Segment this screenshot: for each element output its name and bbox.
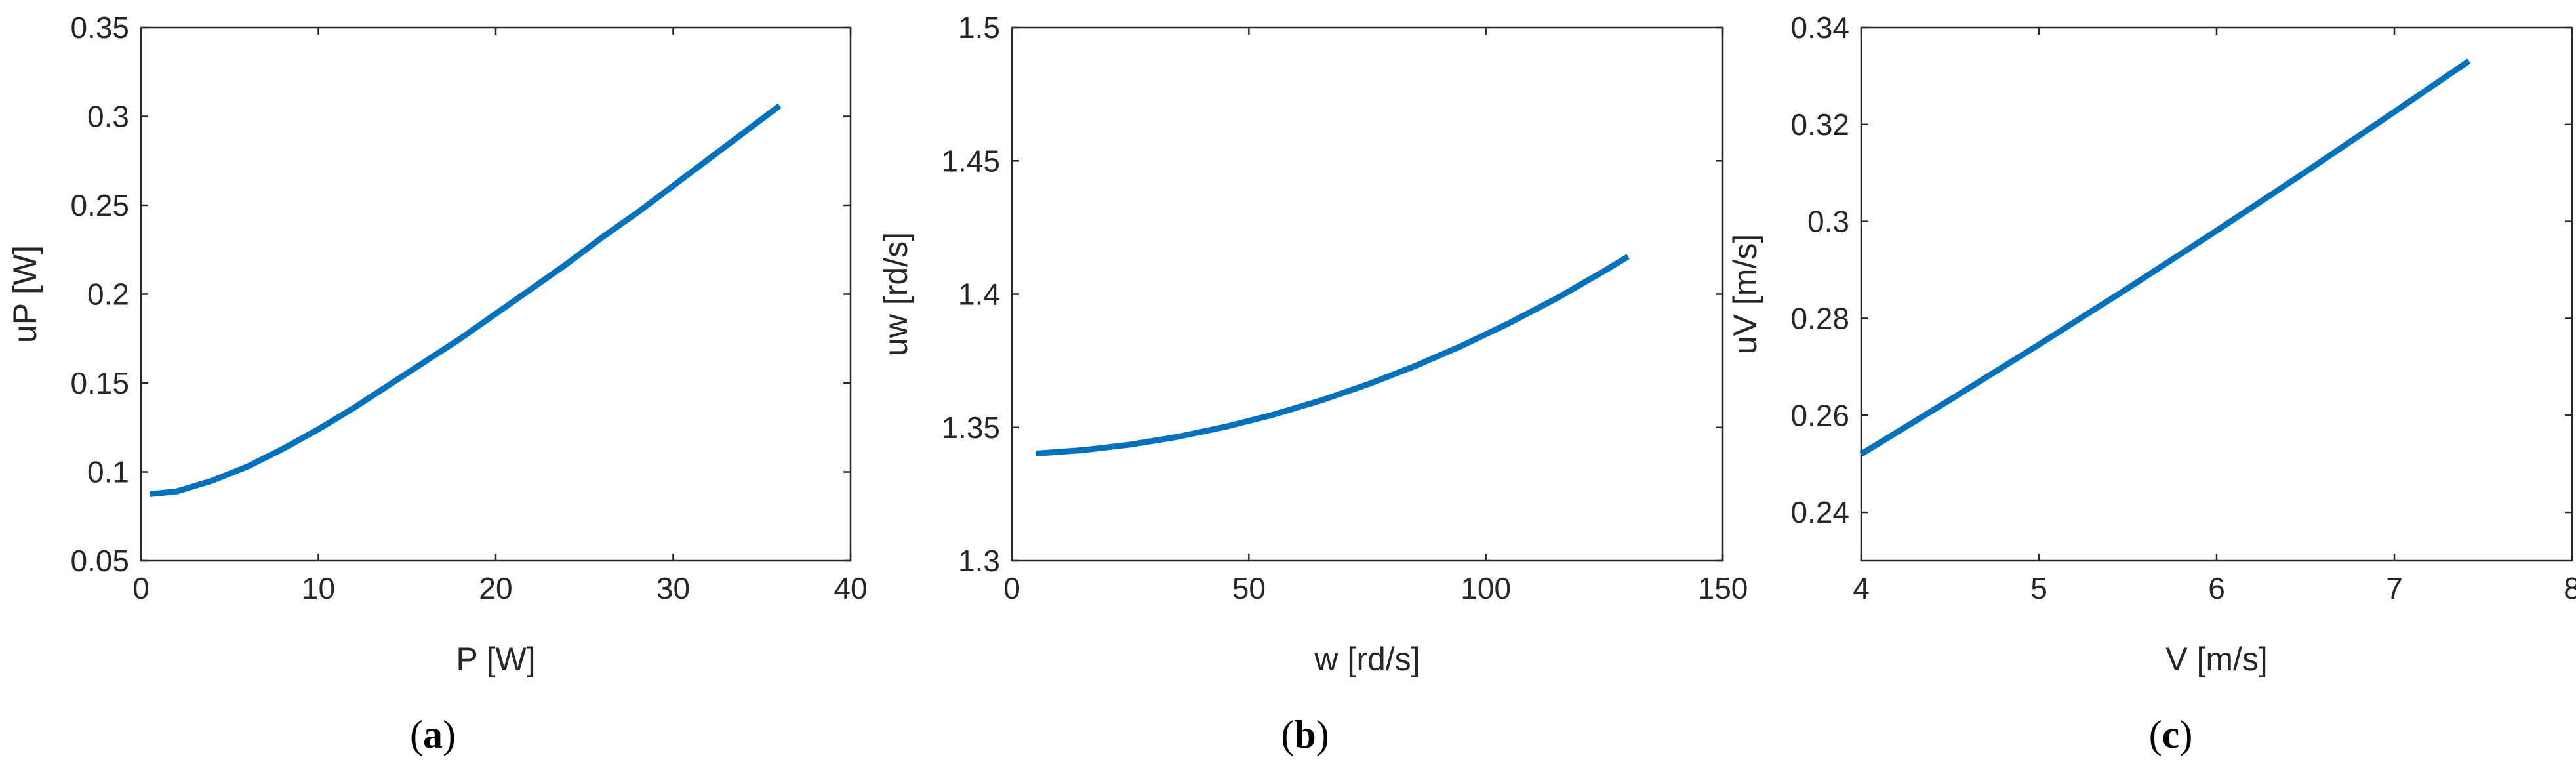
series-line-a — [150, 103, 782, 497]
y-axis-label-b: uw [rd/s] — [877, 232, 914, 356]
x-tick-label-a: 0 — [132, 571, 150, 605]
y-tick-label-b: 1.5 — [958, 10, 1000, 45]
x-axis-label-b: w [rd/s] — [1314, 641, 1420, 677]
x-tick-label-a: 40 — [834, 571, 867, 605]
y-tick-label-c: 0.34 — [1790, 10, 1849, 45]
y-tick-label-c: 0.24 — [1790, 495, 1849, 529]
y-tick-label-b: 1.45 — [941, 144, 1000, 178]
x-tick-label-b: 50 — [1232, 571, 1266, 605]
y-tick-label-c: 0.28 — [1790, 301, 1849, 335]
x-tick-label-c: 5 — [2030, 571, 2047, 605]
y-tick-label-a: 0.25 — [70, 188, 129, 222]
chart-panel-a: 0 10 20 30 40 0.05 0.1 0.15 0.2 0.25 0.3 0.35 P [W] u… — [7, 10, 868, 756]
series-line-c — [1859, 58, 2471, 457]
x-tick-label-a: 10 — [302, 571, 335, 605]
x-tick-label-b: 150 — [1698, 571, 1748, 605]
x-tick-label-b: 100 — [1460, 571, 1511, 605]
x-tick-label-c: 7 — [2386, 571, 2403, 605]
panel-caption-a: (a) — [410, 713, 456, 756]
x-tick-label-a: 30 — [656, 571, 690, 605]
y-tick-label-a: 0.1 — [87, 455, 129, 489]
y-axis-label-a: uP [W] — [7, 245, 43, 343]
y-tick-label-a: 0.3 — [87, 100, 129, 134]
y-tick-label-c: 0.26 — [1790, 398, 1849, 432]
chart-panel-b: 0 50 100 150 1.3 1.35 1.4 1.45 1.5 w [rd/s] uw [rd… — [877, 10, 1748, 756]
axes-frame-b — [1011, 26, 1724, 562]
x-tick-label-c: 8 — [2564, 571, 2576, 605]
x-tick-label-c: 6 — [2208, 571, 2225, 605]
y-tick-label-a: 0.15 — [70, 366, 129, 400]
panel-caption-c: (c) — [2149, 713, 2193, 756]
axes-frame-a — [140, 26, 852, 562]
series-line-b — [1035, 254, 1630, 457]
y-tick-label-b: 1.4 — [958, 277, 1000, 312]
y-tick-label-c: 0.3 — [1807, 205, 1849, 239]
y-tick-label-b: 1.3 — [958, 544, 1000, 578]
x-axis-label-c: V [m/s] — [2165, 641, 2268, 677]
y-tick-label-a: 0.05 — [70, 544, 129, 578]
y-tick-label-a: 0.35 — [70, 10, 129, 45]
chart-panel-c: 4 5 6 7 8 0.24 0.26 0.28 0.3 0.32 0.34 V [m/s] uV [m… — [1727, 10, 2576, 756]
y-tick-label-b: 1.35 — [941, 411, 1000, 445]
x-tick-label-b: 0 — [1003, 571, 1020, 605]
panel-caption-b: (b) — [1281, 713, 1329, 756]
y-axis-label-c: uV [m/s] — [1727, 234, 1763, 354]
axes-frame-c — [1860, 26, 2573, 562]
x-tick-label-c: 4 — [1853, 571, 1870, 605]
x-axis-label-a: P [W] — [456, 641, 535, 677]
y-tick-label-a: 0.2 — [87, 277, 129, 312]
x-tick-label-a: 20 — [479, 571, 512, 605]
y-tick-label-c: 0.32 — [1790, 108, 1849, 142]
